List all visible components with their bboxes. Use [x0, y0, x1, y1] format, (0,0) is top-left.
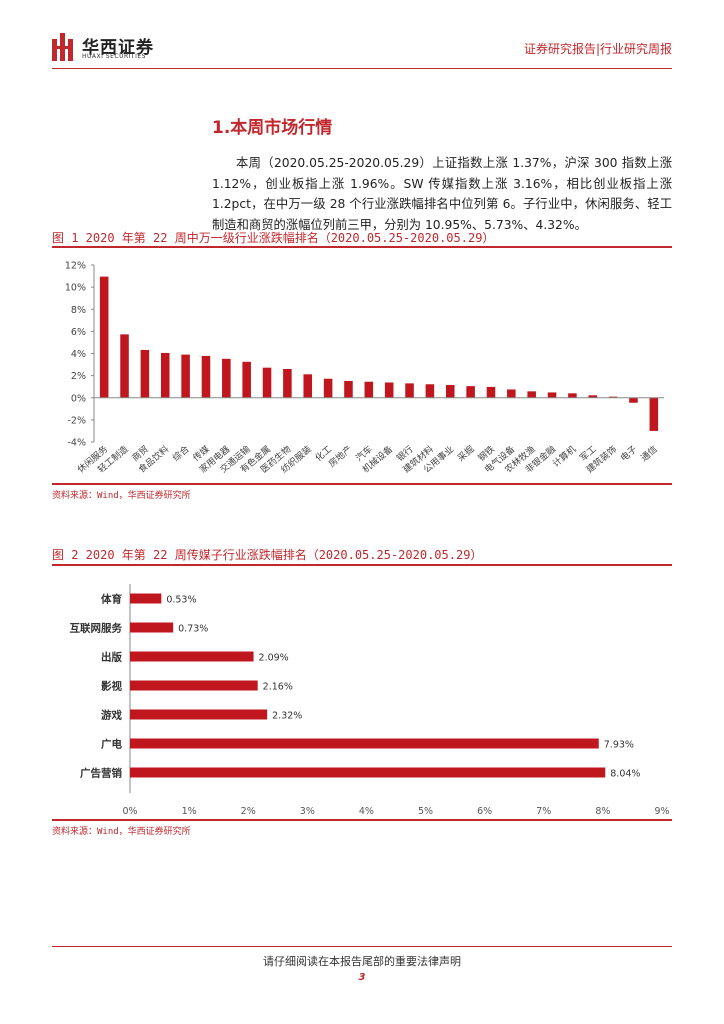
- section-title: 1.本周市场行情: [212, 118, 333, 138]
- figure2-source: 资料来源：Wind，华西证券研究所: [52, 827, 191, 837]
- market-summary-paragraph: 本周（2020.05.25-2020.05.29）上证指数上涨 1.37%，沪深…: [212, 156, 672, 232]
- report-type-tag: 证券研究报告|行业研究周报: [523, 42, 672, 56]
- category-label: 影视: [101, 680, 122, 693]
- footer-divider: [52, 946, 672, 947]
- x-tick-label: 电子: [618, 443, 640, 464]
- data-label: 2.32%: [272, 711, 302, 722]
- figure2-top-rule: [52, 564, 672, 566]
- bar: [303, 374, 313, 398]
- bar: [405, 383, 414, 398]
- bar: [201, 355, 211, 398]
- category-label: 广电: [101, 738, 122, 751]
- bar: [445, 385, 455, 398]
- category-label: 游戏: [101, 709, 122, 722]
- data-label: 2.16%: [263, 682, 293, 693]
- bar: [588, 395, 598, 398]
- category-label: 体育: [101, 593, 122, 606]
- y-tick-label: 4%: [71, 349, 86, 360]
- x-tick-label: 0%: [122, 806, 137, 816]
- data-label: 7.93%: [604, 740, 634, 751]
- bar: [323, 378, 333, 398]
- bar: [130, 651, 254, 662]
- category-label: 广告营销: [80, 767, 122, 780]
- x-tick-label: 通信: [638, 443, 660, 464]
- bar: [283, 368, 292, 398]
- bar: [547, 392, 557, 398]
- category-label: 互联网服务: [70, 622, 123, 635]
- y-tick-label: 6%: [71, 327, 86, 338]
- figure1-top-rule: [52, 246, 672, 248]
- bar: [629, 397, 638, 403]
- bar: [568, 393, 577, 398]
- page-number: 3: [358, 972, 366, 983]
- legal-notice: 请仔细阅读在本报告尾部的重要法律声明: [263, 955, 461, 968]
- bar: [130, 709, 268, 720]
- bar: [608, 396, 618, 398]
- data-label: 8.04%: [610, 769, 640, 780]
- x-tick-label: 计算机: [550, 443, 578, 470]
- bar: [425, 384, 435, 398]
- bar: [140, 349, 150, 398]
- data-label: 0.53%: [166, 595, 196, 606]
- logo-chinese-name: 华西证券: [82, 38, 154, 58]
- huaxi-logo-icon: [52, 33, 73, 61]
- x-tick-label: 1%: [182, 806, 197, 816]
- x-tick-label: 4%: [359, 806, 374, 816]
- bar: [649, 397, 659, 431]
- x-tick-label: 8%: [595, 806, 610, 816]
- bar: [262, 367, 272, 398]
- category-label: 出版: [101, 651, 122, 664]
- logo-english-name: HUAXI SECURITIES: [82, 53, 146, 60]
- x-tick-label: 综合: [170, 443, 192, 464]
- x-tick-label: 7%: [536, 806, 551, 816]
- x-tick-label: 6%: [477, 806, 492, 816]
- bar: [130, 622, 174, 633]
- bar: [507, 389, 516, 398]
- x-tick-label: 采掘: [455, 443, 477, 464]
- header-divider: [52, 68, 672, 69]
- bar: [242, 361, 251, 398]
- y-tick-label: 2%: [71, 371, 86, 382]
- bar: [120, 334, 129, 398]
- data-label: 0.73%: [178, 624, 208, 635]
- bar: [364, 381, 374, 398]
- figure1-bottom-rule: [52, 483, 672, 485]
- bar: [130, 738, 599, 749]
- x-tick-label: 3%: [300, 806, 315, 816]
- x-tick-label: 房地产: [326, 443, 354, 470]
- x-tick-label: 2%: [241, 806, 256, 816]
- bar: [160, 352, 170, 398]
- bar: [130, 767, 606, 778]
- x-tick-label: 9%: [654, 806, 669, 816]
- y-tick-label: 12%: [65, 261, 86, 272]
- bar: [130, 680, 258, 691]
- bar: [99, 276, 109, 398]
- y-tick-label: 0%: [71, 393, 86, 404]
- figure1-caption: 图 1 2020 年第 22 周中万一级行业涨跌幅排名（2020.05.25-2…: [52, 231, 495, 245]
- bar: [486, 386, 496, 398]
- data-label: 2.09%: [259, 653, 289, 664]
- bar: [344, 380, 353, 398]
- figure1-source: 资料来源：Wind，华西证券研究所: [52, 491, 191, 501]
- y-tick-label: 8%: [71, 305, 86, 316]
- bar: [181, 354, 190, 398]
- figure2-caption: 图 2 2020 年第 22 周传媒子行业涨跌幅排名（2020.05.25-20…: [52, 548, 483, 562]
- x-tick-label: 5%: [418, 806, 433, 816]
- bar: [466, 386, 475, 398]
- y-tick-label: -2%: [68, 415, 87, 426]
- bar: [527, 391, 536, 398]
- bar: [222, 358, 231, 398]
- y-tick-label: -4%: [68, 438, 87, 449]
- y-tick-label: 10%: [65, 283, 86, 294]
- media-subsector-bar-chart: 体育 0.53% 互联网服务 0.73% 出版 2.09% 影视 2.16% 游戏 2.32% 广电…: [70, 584, 670, 816]
- figure2-bottom-rule: [52, 819, 672, 821]
- bar: [384, 382, 394, 398]
- bar: [130, 593, 162, 604]
